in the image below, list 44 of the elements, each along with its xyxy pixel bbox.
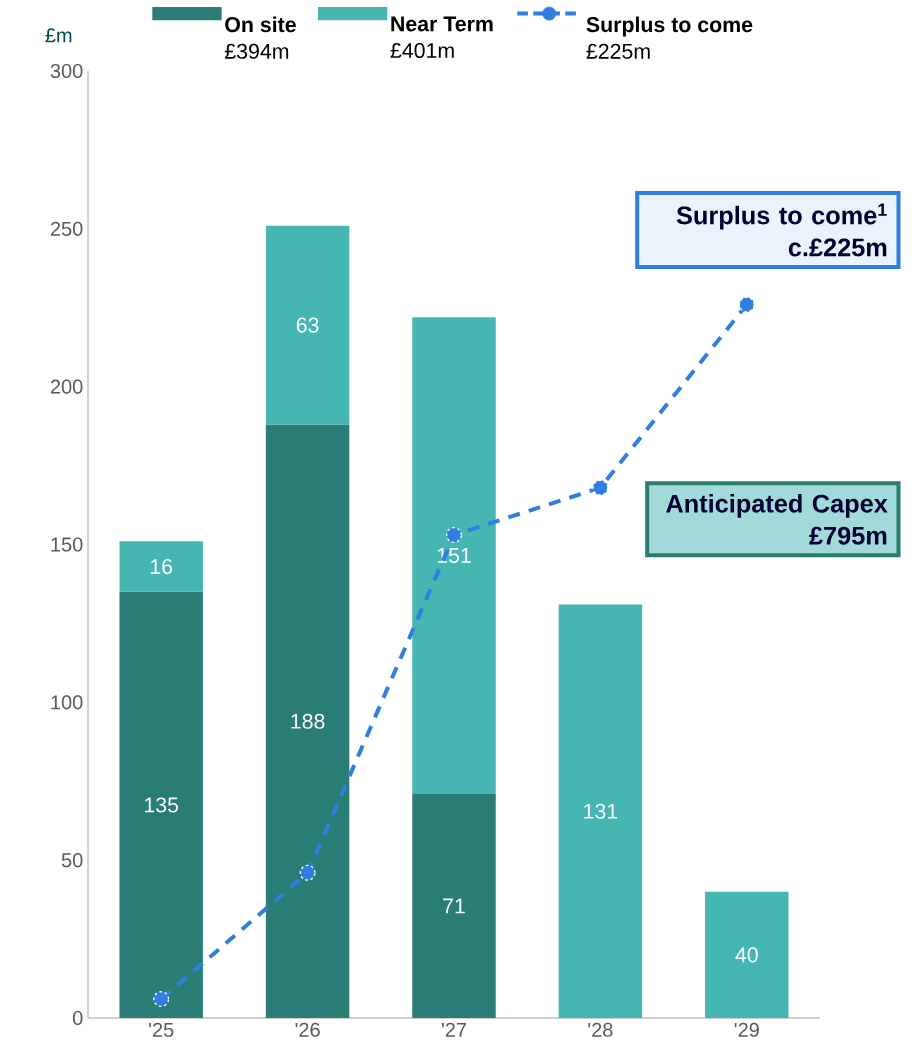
legend-label: Near Term [391,16,493,32]
data-label: 63 [296,317,319,333]
data-label: 16 [150,559,173,575]
data-label: 71 [443,898,465,914]
text: £394m [224,43,289,59]
bar [558,604,643,1018]
x-tick-label: '25 [149,1022,174,1037]
y-tick-label: 100 [51,695,83,710]
data-label: 135 [145,797,179,813]
x-tick-label: '26 [295,1022,320,1037]
legend-label: Surplus to come [586,16,753,37]
y-axis-title: £m [45,28,72,43]
point [592,479,609,496]
bar [119,541,203,592]
annotation: £795m [809,526,887,545]
x-tick-label: '28 [588,1022,613,1037]
annotation: Surplus to come$^{1}$ [676,203,887,230]
bar [412,793,496,1018]
data-label: 131 [584,803,618,819]
legend-label: On site [225,16,296,33]
y-tick-label: 300 [50,63,83,79]
y-tick-label: 200 [50,379,83,394]
bar [412,317,496,794]
data-label: 40 [735,947,758,963]
data-label: 188 [291,713,325,729]
bar [705,891,789,1018]
point [153,991,170,1008]
y-tick-label: 50 [61,853,83,868]
x-tick-label: '27 [441,1022,467,1037]
text: £401m [390,42,454,59]
y-tick-label: 250 [50,221,83,236]
y-tick-label: 150 [51,537,83,552]
point [446,527,463,544]
bar [265,225,350,425]
text: £225m [586,43,650,59]
y-tick-label: 0 [72,1010,83,1026]
point [738,296,755,313]
annotation: c.£225m [788,238,887,257]
x-tick-label: '29 [734,1022,759,1037]
point [299,864,316,881]
bar [119,591,203,1018]
data-label: 151 [437,548,471,563]
annotation: Anticipated Capex [666,494,888,518]
bar [265,424,350,1018]
